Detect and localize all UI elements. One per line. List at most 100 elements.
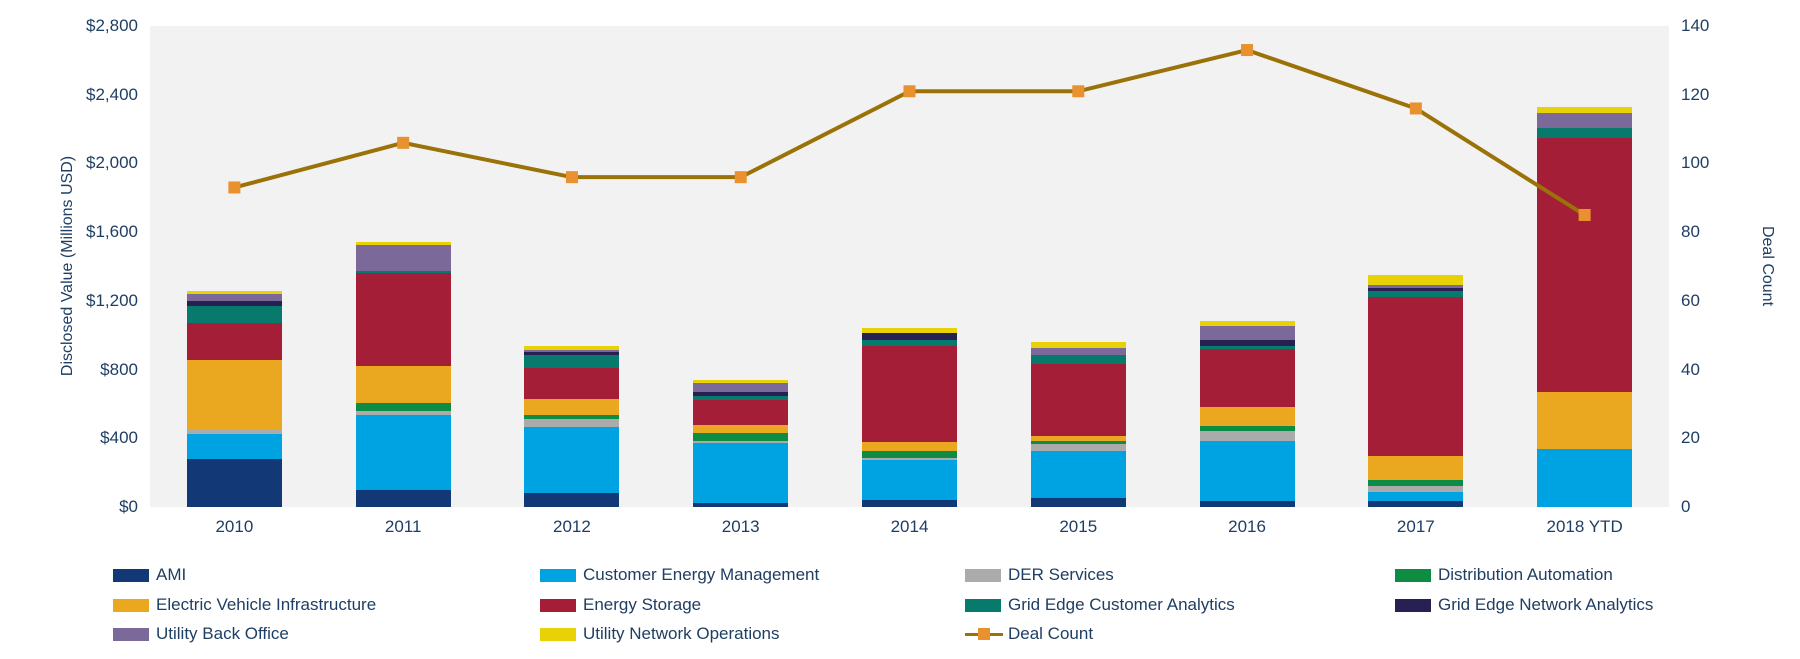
bar-segment-customer-energy-management: [524, 427, 620, 494]
bar-segment-utility-network-operations: [524, 346, 620, 350]
bar-segment-grid-edge-customer-analytics: [1368, 290, 1464, 298]
legend-swatch: [113, 569, 149, 582]
bar-segment-utility-network-operations: [355, 242, 451, 245]
bar-segment-customer-energy-management: [1030, 451, 1126, 499]
bar-segment-grid-edge-network-analytics: [1199, 340, 1295, 346]
left-axis-tick-label: $2,400: [86, 84, 138, 104]
bar-segment-utility-network-operations: [1030, 342, 1126, 349]
bar-segment-customer-energy-management: [186, 433, 282, 459]
bar-segment-grid-edge-customer-analytics: [355, 270, 451, 274]
deal-count-marker: [228, 181, 241, 194]
deal-count-marker: [903, 85, 916, 98]
bar-segment-energy-storage: [862, 346, 957, 442]
bar-segment-ami: [1199, 500, 1295, 507]
bar-segment-electric-vehicle-infrastructure: [1199, 407, 1295, 427]
bar-segment-ami: [355, 489, 451, 507]
legend-swatch: [113, 599, 149, 612]
bar-segment-grid-edge-network-analytics: [1368, 287, 1464, 291]
x-axis-label: 2013: [721, 517, 760, 536]
bar-segment-grid-edge-network-analytics: [186, 300, 282, 306]
left-axis-tick-label: $0: [119, 497, 138, 516]
legend-label: Energy Storage: [583, 595, 702, 614]
bar-segment-utility-back-office: [186, 293, 282, 301]
x-axis-label: 2017: [1396, 517, 1435, 536]
deal-count-line: [228, 44, 1591, 221]
right-axis-tick-label: 60: [1681, 290, 1700, 310]
bar-segment-ami: [524, 493, 620, 507]
bar-segment-ami: [862, 500, 957, 507]
x-axis-label: 2012: [553, 517, 591, 536]
legend-swatch: [540, 569, 576, 582]
legend-swatch: [965, 599, 1001, 612]
bar-segment-electric-vehicle-infrastructure: [186, 360, 282, 430]
bar-segment-utility-network-operations: [1537, 106, 1633, 113]
legend-label: Utility Back Office: [156, 624, 289, 643]
right-axis-tick-label: 140: [1681, 16, 1710, 35]
deal-count-marker: [1241, 44, 1254, 57]
x-axis-label: 2010: [215, 517, 254, 536]
bar-segment-utility-network-operations: [1199, 320, 1295, 326]
legend-label: Distribution Automation: [1438, 565, 1613, 584]
bar-segment-grid-edge-customer-analytics: [862, 340, 957, 347]
bar-segment-energy-storage: [693, 399, 789, 426]
bar-segment-ami: [693, 502, 789, 507]
bar-segment-grid-edge-network-analytics: [693, 391, 789, 397]
bar-segment-electric-vehicle-infrastructure: [862, 441, 957, 452]
bar-segment-energy-storage: [1030, 363, 1126, 436]
bar-segment-distribution-automation: [862, 451, 957, 459]
legend-swatch: [965, 569, 1001, 582]
right-axis-tick-label: 120: [1681, 84, 1710, 104]
legend-label: Grid Edge Customer Analytics: [1008, 595, 1235, 614]
bar-segment-electric-vehicle-infrastructure: [1537, 391, 1633, 450]
bar-segment-customer-energy-management: [1199, 440, 1295, 501]
bar-segment-customer-energy-management: [693, 442, 789, 503]
legend-swatch: [1395, 569, 1431, 582]
bar-segment-grid-edge-customer-analytics: [524, 354, 620, 368]
bar-segment-distribution-automation: [355, 403, 451, 411]
right-axis-tick-label: 80: [1681, 222, 1700, 242]
bar-segment-electric-vehicle-infrastructure: [693, 425, 789, 434]
legend-label: Customer Energy Management: [583, 565, 820, 584]
bar-segment-utility-back-office: [1368, 284, 1464, 288]
bar-segment-electric-vehicle-infrastructure: [524, 398, 620, 416]
legend-label: Deal Count: [1008, 624, 1094, 643]
deal-count-marker: [1578, 208, 1591, 221]
bar-segment-utility-network-operations: [1368, 275, 1464, 285]
bar-segment-distribution-automation: [1368, 480, 1464, 486]
bar-segment-electric-vehicle-infrastructure: [355, 366, 451, 404]
deal-count-marker: [734, 171, 747, 184]
bar-segment-grid-edge-customer-analytics: [186, 306, 282, 324]
right-axis-tick-label: 20: [1681, 428, 1700, 448]
bar-segment-distribution-automation: [693, 433, 789, 441]
bar-segment-der-services: [524, 418, 620, 428]
bar-segment-ami: [186, 458, 282, 507]
bar-segment-electric-vehicle-infrastructure: [1368, 456, 1464, 481]
bar-segment-energy-storage: [1199, 348, 1295, 408]
deal-count-marker: [397, 136, 410, 149]
bar-segment-utility-back-office: [1199, 325, 1295, 341]
deal-count-legend-marker: [978, 628, 990, 640]
legend-label: AMI: [156, 565, 187, 584]
bar-segment-customer-energy-management: [862, 459, 957, 501]
bar-segment-der-services: [693, 440, 789, 443]
bar-segment-distribution-automation: [1030, 440, 1126, 445]
left-axis-tick-label: $400: [100, 428, 138, 448]
deal-count-marker: [1072, 85, 1085, 98]
bar-segment-grid-edge-customer-analytics: [1199, 345, 1295, 349]
right-axis-tick-label: 40: [1681, 359, 1700, 379]
bar-segment-der-services: [355, 410, 451, 416]
bar-segment-utility-back-office: [693, 383, 789, 392]
legend-swatch: [113, 628, 149, 641]
bar-segment-utility-network-operations: [862, 328, 957, 333]
legend-label: Electric Vehicle Infrastructure: [156, 595, 377, 614]
left-axis-title: Disclosed Value (Millions USD): [59, 155, 76, 377]
legend-swatch: [540, 628, 576, 641]
deal-count-marker: [565, 171, 578, 184]
x-axis-label: 2011: [384, 517, 422, 536]
left-axis-tick-label: $800: [100, 359, 138, 379]
bar-segment-energy-storage: [1537, 137, 1633, 392]
bar-segment-customer-energy-management: [1368, 491, 1464, 501]
right-axis-tick-label: 100: [1681, 153, 1710, 173]
legend-swatch: [540, 599, 576, 612]
